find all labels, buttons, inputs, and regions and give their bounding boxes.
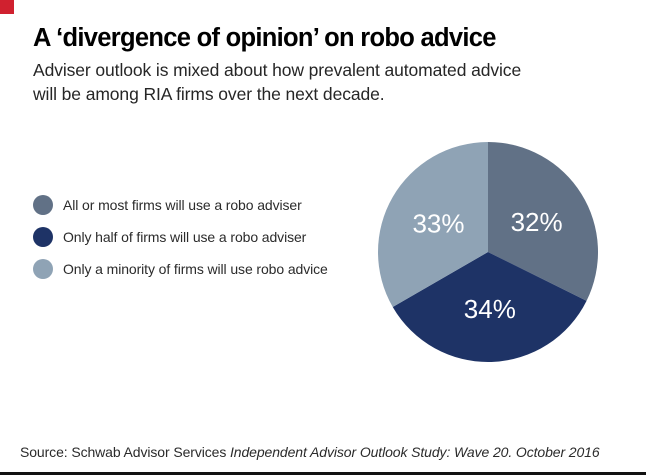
legend: All or most firms will use a robo advise… [33,195,328,291]
legend-bullet [33,195,53,215]
legend-item-only-minority: Only a minority of firms will use robo a… [33,259,328,279]
source-line: Source: Schwab Advisor Services Independ… [20,444,600,460]
source-citation: Independent Advisor Outlook Study: Wave … [230,444,600,460]
legend-label: Only half of firms will use a robo advis… [63,229,307,245]
legend-item-all-or-most: All or most firms will use a robo advise… [33,195,328,215]
chart-title: A ‘divergence of opinion’ on robo advice [33,24,496,52]
pie-slice-label: 33% [412,208,464,238]
legend-item-only-half: Only half of firms will use a robo advis… [33,227,328,247]
legend-label: All or most firms will use a robo advise… [63,197,302,213]
brand-corner-chip [0,0,14,14]
legend-bullet [33,227,53,247]
pie-slice [488,142,598,301]
legend-label: Only a minority of firms will use robo a… [63,261,328,277]
source-prefix: Source: Schwab Advisor Services [20,444,231,460]
legend-bullet [33,259,53,279]
pie-slice-label: 34% [464,294,516,324]
bottom-rule [0,472,646,475]
pie-slice [392,252,587,362]
pie-slice [378,142,488,307]
pie-slice-label: 32% [511,207,563,237]
chart-subtitle: Adviser outlook is mixed about how preva… [33,60,522,104]
